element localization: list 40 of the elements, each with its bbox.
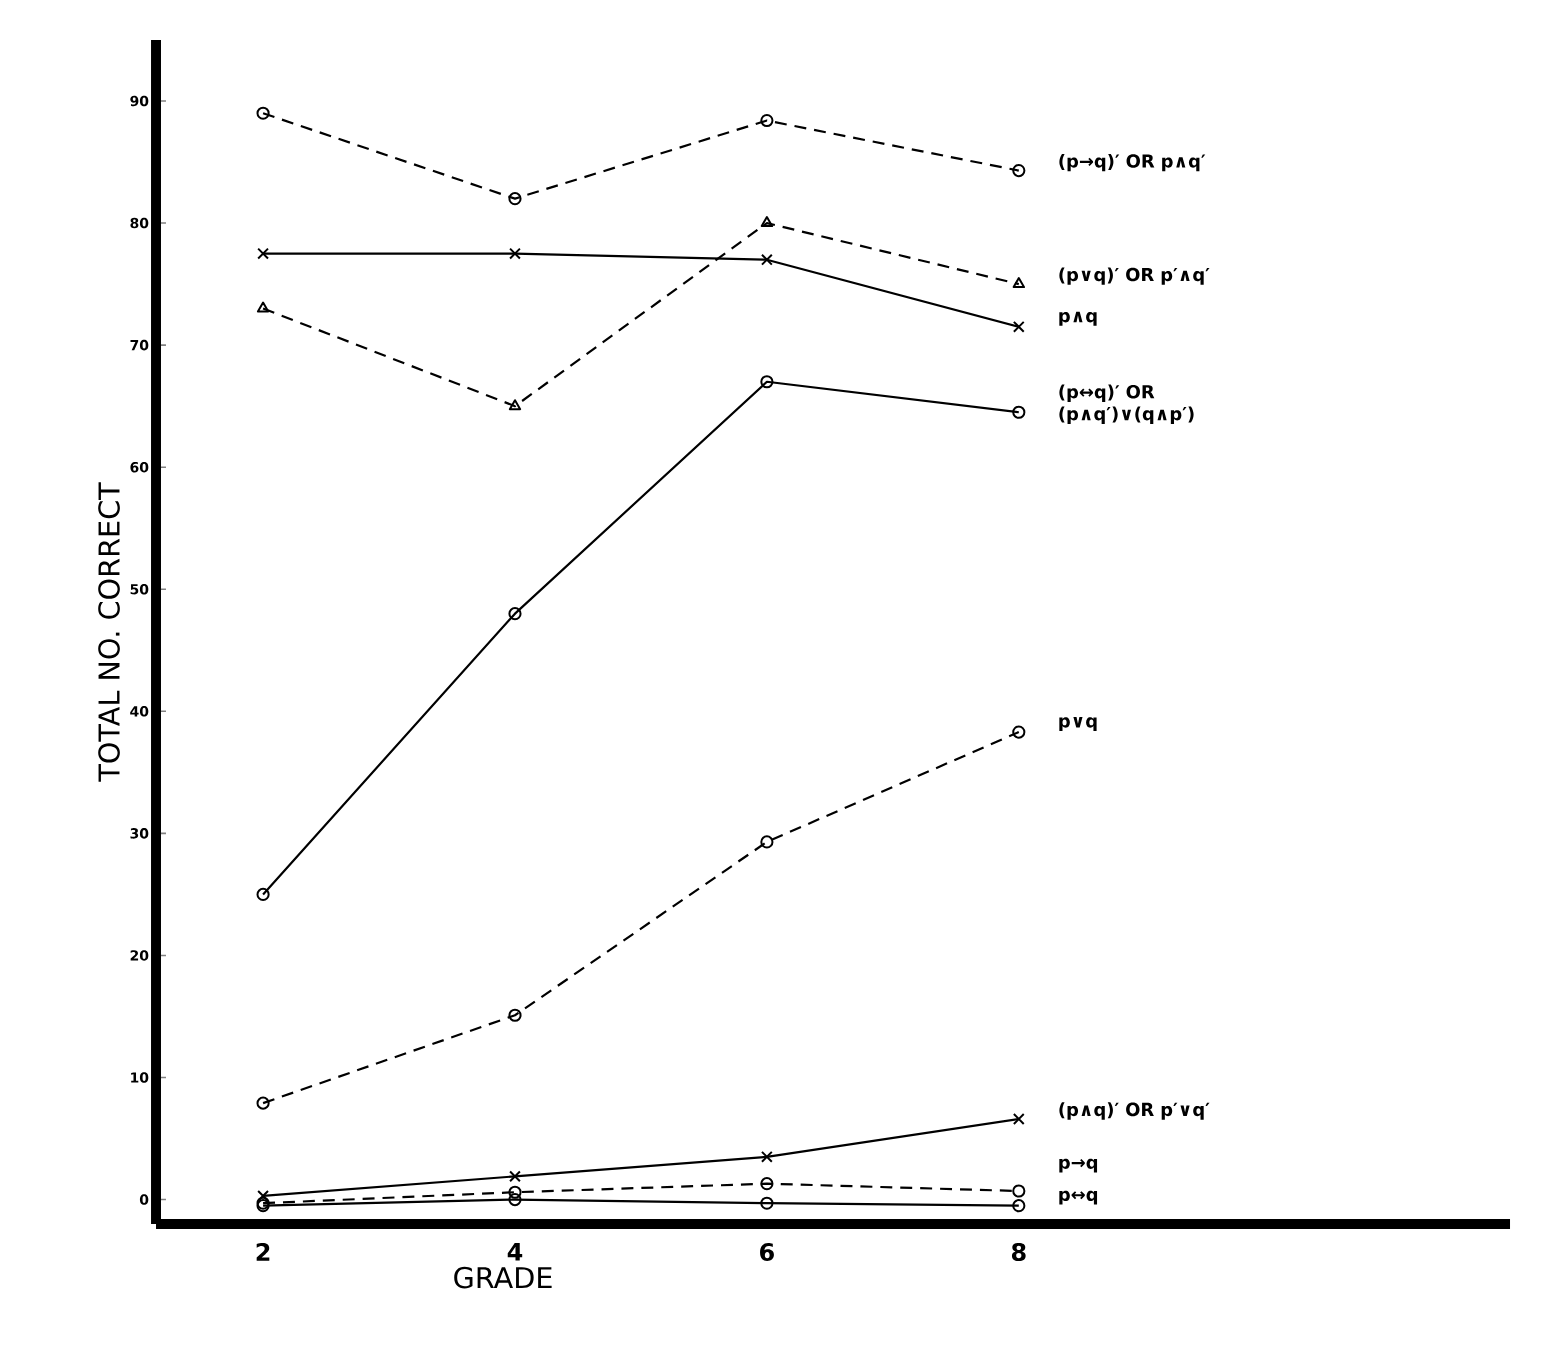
point (508, 607, 522, 621)
point (256, 106, 270, 120)
x-tick-label: 6 (760, 1242, 774, 1262)
point (760, 375, 774, 389)
point (508, 1185, 522, 1199)
point (760, 253, 773, 266)
series-label: (p→q)′ OR p∧q′ (1059, 153, 1206, 172)
x-tick-label: 2 (256, 1242, 270, 1261)
y-axis-title: TOTAL NO. CORRECT (98, 482, 120, 782)
x-tick-label: 4 (507, 1242, 523, 1261)
series-label: p∧q (1059, 311, 1097, 326)
point (508, 399, 522, 411)
x-tick-label: 8 (1011, 1242, 1026, 1262)
point (1012, 1184, 1026, 1198)
point (760, 835, 774, 849)
point (256, 1096, 270, 1110)
series-label: (p∨q)′ OR p′∧q′ (1059, 267, 1210, 285)
point (760, 1150, 773, 1163)
point (509, 1170, 521, 1183)
point (256, 301, 270, 313)
point (1012, 1113, 1025, 1125)
series-label: (p∧q)′ OR p′∨q′ (1059, 1102, 1210, 1120)
text: (p↔q)′ OR (p∧q′)∨(q∧p′) (1059, 384, 1194, 424)
point (257, 247, 270, 260)
series-label: p↔q (1059, 1190, 1098, 1205)
point (1012, 725, 1026, 739)
point (508, 192, 522, 206)
point (760, 1196, 774, 1210)
series-label: p∨q (1059, 717, 1097, 732)
point (760, 113, 774, 128)
point (508, 1192, 522, 1207)
point (508, 1008, 522, 1022)
point (760, 1177, 774, 1191)
text: p→q (1059, 1158, 1098, 1173)
point (760, 216, 774, 228)
point (1012, 277, 1025, 289)
point (1012, 164, 1026, 178)
x-axis-title: GRADE (454, 1266, 552, 1289)
point (509, 247, 521, 260)
point (1012, 320, 1025, 333)
